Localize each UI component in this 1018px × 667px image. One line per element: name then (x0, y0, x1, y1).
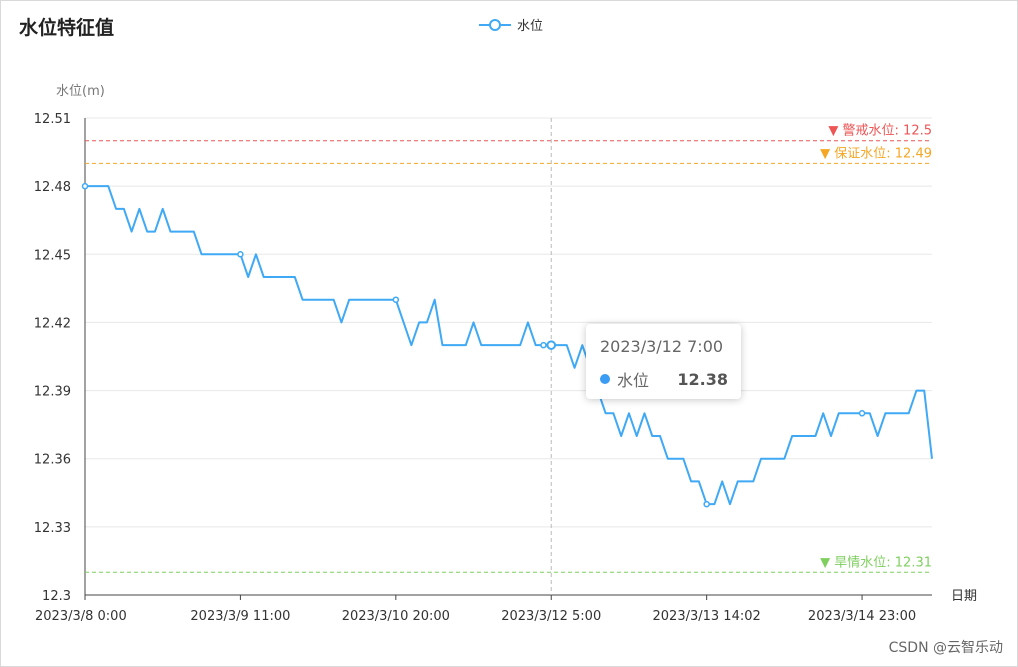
y-tick-label: 12.36 (34, 453, 71, 468)
tooltip-series-dot (600, 374, 610, 384)
y-tick-label: 12.42 (34, 316, 71, 331)
x-axis-label: 日期 (951, 589, 977, 604)
data-point (540, 341, 547, 349)
watermark: CSDN @云智乐动 (888, 640, 1003, 656)
mark-line-label: ▼ 保证水位: 12.49 (820, 146, 932, 161)
series-line-water-level (85, 185, 933, 506)
chart-tooltip: 2023/3/12 7:00 水位 12.38 (586, 324, 741, 399)
y-tick-label: 12.3 (42, 589, 71, 604)
x-tick-label: 2023/3/14 23:00 (808, 609, 916, 624)
y-tick-label: 12.33 (34, 521, 71, 536)
data-point (858, 410, 866, 417)
mark-line-label: ▼ 警戒水位: 12.5 (828, 123, 932, 139)
y-axis-label: 水位(m) (56, 84, 105, 99)
data-point (703, 500, 710, 508)
x-tick-label: 2023/3/13 14:02 (653, 609, 761, 624)
y-tick-label: 12.45 (34, 248, 71, 263)
tooltip-series-name: 水位 (617, 371, 650, 390)
x-tick-label: 2023/3/10 20:00 (342, 609, 450, 624)
legend-item-water-level[interactable]: 水位 (479, 15, 543, 34)
y-tick-label: 12.39 (34, 385, 71, 400)
y-tick-label: 12.51 (34, 112, 71, 127)
tooltip-value: 12.38 (677, 369, 728, 389)
data-point (392, 296, 400, 303)
chart-title: 水位特征值 (19, 17, 115, 39)
data-point (237, 251, 244, 258)
x-tick-label: 2023/3/8 0:00 (35, 609, 127, 624)
data-point-hovered (546, 340, 557, 350)
x-tick-label: 2023/3/9 11:00 (190, 609, 290, 624)
tooltip-row: 水位 12.38 (600, 367, 728, 391)
mark-line-label: ▼ 旱情水位: 12.31 (820, 555, 932, 570)
data-point (81, 182, 89, 190)
y-tick-label: 12.48 (34, 180, 71, 195)
tooltip-date: 2023/3/12 7:00 (600, 337, 724, 356)
x-tick-label: 2023/3/12 5:00 (501, 609, 601, 624)
legend-line-icon (479, 18, 511, 31)
legend-label: 水位 (517, 19, 544, 34)
